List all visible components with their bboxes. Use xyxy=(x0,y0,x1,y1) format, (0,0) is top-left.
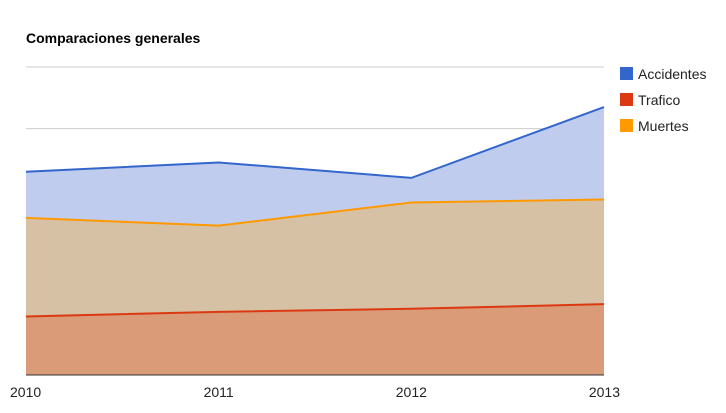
line-accidentes xyxy=(25,106,605,179)
legend-label-accidentes: Accidentes xyxy=(638,66,706,82)
chart-title: Comparaciones generales xyxy=(26,30,201,46)
series-areas xyxy=(26,107,604,375)
legend-swatch-muertes xyxy=(620,119,633,132)
area-trafico xyxy=(26,304,604,375)
legend-swatch-trafico xyxy=(620,93,633,106)
legend-label-trafico: Trafico xyxy=(638,92,680,108)
x-tick-label: 2010 xyxy=(10,384,41,400)
x-axis-tick-labels: 2010 2011 2012 2013 xyxy=(10,384,620,400)
legend: Accidentes Trafico Muertes xyxy=(620,66,706,134)
legend-label-muertes: Muertes xyxy=(638,118,689,134)
x-tick-label: 2013 xyxy=(589,384,620,400)
legend-swatch-accidentes xyxy=(620,67,633,80)
line-trafico xyxy=(25,303,605,318)
series-lines xyxy=(25,106,605,318)
x-tick-label: 2012 xyxy=(396,384,427,400)
x-tick-label: 2011 xyxy=(204,384,234,400)
line-muertes xyxy=(25,198,605,227)
